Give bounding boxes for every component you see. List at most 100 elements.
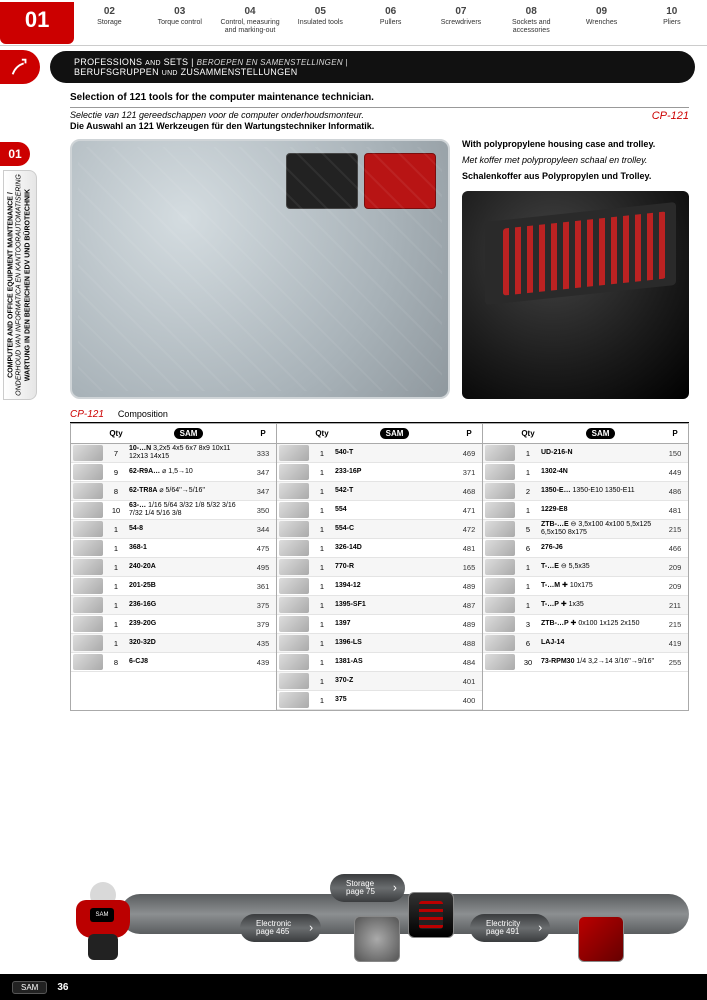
- tool-thumb-icon: [279, 673, 309, 689]
- bom-header: QtySAMP: [483, 424, 688, 444]
- qty-cell: 1: [311, 449, 333, 458]
- page-cell: 435: [250, 639, 276, 648]
- qty-cell: 1: [311, 487, 333, 496]
- qty-cell: 1: [517, 563, 539, 572]
- bom-row: 21350-E… 1350-E10 1350-E11486: [483, 482, 688, 501]
- ref-cell: 542-T: [333, 487, 456, 495]
- tool-thumb-icon: [279, 445, 309, 461]
- ref-cell: 73-RPM30 1/4 3,2→14 3/16''→9/16'': [539, 658, 662, 666]
- qty-cell: 1: [105, 563, 127, 572]
- promo-electronic-button[interactable]: Electronicpage 465›: [240, 914, 321, 942]
- tab-07[interactable]: 07Screwdrivers: [426, 2, 496, 31]
- tab-05[interactable]: 05Insulated tools: [285, 2, 355, 31]
- qty-cell: 1: [105, 601, 127, 610]
- tool-thumb-icon: [279, 483, 309, 499]
- bom-row: 1UD-216-N 150: [483, 444, 688, 463]
- bom-header: QtySAMP: [71, 424, 276, 444]
- ref-cell: T-…P ✚ 1x35: [539, 601, 662, 609]
- bom-row: 1368-1 475: [71, 539, 276, 558]
- tool-thumb-icon: [73, 521, 103, 537]
- ref-cell: 240-20A: [127, 563, 250, 571]
- tab-10[interactable]: 10Pliers: [637, 2, 707, 31]
- headline-nl: Selectie van 121 gereedschappen voor de …: [70, 110, 374, 120]
- tab-06[interactable]: 06Pullers: [355, 2, 425, 31]
- page-header: P: [456, 429, 482, 438]
- ref-cell: 540-T: [333, 449, 456, 457]
- chapter-badge: 01: [0, 142, 30, 166]
- tool-thumb-icon: [279, 464, 309, 480]
- tab-01[interactable]: 01: [0, 2, 74, 44]
- bom-column: QtySAMP1UD-216-N 15011302-4N 44921350-E……: [483, 424, 688, 710]
- bom-row: 11381-AS 484: [277, 653, 482, 672]
- category-ribbon-row: PROFESSIONS AND SETS | BEROEPEN EN SAMEN…: [0, 50, 707, 84]
- tool-thumb-icon: [279, 578, 309, 594]
- ref-cell: ZTB-…E ⊖ 3,5x100 4x100 5,5x125 6,5x150 8…: [539, 521, 662, 536]
- tab-09[interactable]: 09Wrenches: [566, 2, 636, 31]
- bom-row: 1T-…M ✚ 10x175209: [483, 577, 688, 596]
- ref-cell: T-…E ⊖ 5,5x35: [539, 563, 662, 571]
- ref-cell: 1394-12: [333, 582, 456, 590]
- composition-table: QtySAMP710-…N 3,2x5 4x5 6x7 8x9 10x11 12…: [70, 423, 689, 711]
- tab-04[interactable]: 04Control, measuring and marking-out: [215, 2, 285, 38]
- bom-row: 3073-RPM30 1/4 3,2→14 3/16''→9/16''255: [483, 653, 688, 672]
- tab-03[interactable]: 03Torque control: [145, 2, 215, 31]
- page-cell: 488: [456, 639, 482, 648]
- qty-cell: 1: [311, 677, 333, 686]
- promo-storage-button[interactable]: Storagepage 75›: [330, 874, 405, 902]
- qty-cell: 1: [311, 658, 333, 667]
- tool-thumb-icon: [485, 597, 515, 613]
- main-content: Selection of 121 tools for the computer …: [70, 92, 689, 711]
- bom-row: 962-R9A… ⌀ 1,5→10347: [71, 463, 276, 482]
- bom-row: 1233-16P 371: [277, 463, 482, 482]
- qty-cell: 8: [105, 658, 127, 667]
- composition-heading: CP-121 Composition: [70, 409, 689, 423]
- qty-cell: 1: [105, 544, 127, 553]
- tool-thumb-icon: [485, 578, 515, 594]
- qty-cell: 1: [311, 620, 333, 629]
- ref-cell: 554-C: [333, 525, 456, 533]
- ref-cell: 770-R: [333, 563, 456, 571]
- ref-cell: ZTB-…P ✚ 0x100 1x125 2x150: [539, 620, 662, 628]
- bom-row: 1T-…E ⊖ 5,5x35209: [483, 558, 688, 577]
- red-case-icon: [364, 153, 436, 209]
- page-cell: 419: [662, 639, 688, 648]
- bom-row: 11395-SF1 487: [277, 596, 482, 615]
- qty-cell: 1: [105, 582, 127, 591]
- tool-thumb-icon: [73, 483, 103, 499]
- ref-cell: 326-14D: [333, 544, 456, 552]
- page-cell: 215: [662, 620, 688, 629]
- page-cell: 471: [456, 506, 482, 515]
- bom-row: 1370-Z 401: [277, 672, 482, 691]
- tool-thumb-icon: [485, 540, 515, 556]
- qty-header: Qty: [517, 429, 539, 438]
- page-cell: 469: [456, 449, 482, 458]
- bom-row: 710-…N 3,2x5 4x5 6x7 8x9 10x11 12x13 14x…: [71, 444, 276, 463]
- black-case-icon: [286, 153, 358, 209]
- page-cell: 484: [456, 658, 482, 667]
- tool-thumb-icon: [485, 483, 515, 499]
- page-cell: 150: [662, 449, 688, 458]
- case-desc-de: Schalenkoffer aus Polypropylen und Troll…: [462, 171, 689, 181]
- category-icon: [0, 50, 40, 84]
- ref-cell: 554: [333, 506, 456, 514]
- ref-cell: 63-… 1/16 5/64 3/32 1/8 5/32 3/16 7/32 1…: [127, 502, 250, 517]
- qty-cell: 5: [517, 525, 539, 534]
- ref-cell: 1381-AS: [333, 658, 456, 666]
- tab-02[interactable]: 02Storage: [74, 2, 144, 31]
- brand-logo: SAM: [586, 428, 616, 439]
- ref-cell: 1395-SF1: [333, 601, 456, 609]
- qty-header: Qty: [311, 429, 333, 438]
- tool-thumb-icon: [73, 616, 103, 632]
- tool-thumb-icon: [485, 502, 515, 518]
- tool-thumb-icon: [279, 616, 309, 632]
- bom-row: 154-8 344: [71, 520, 276, 539]
- tab-08[interactable]: 08Sockets and accessories: [496, 2, 566, 38]
- promo-electricity-button[interactable]: Electricitypage 491›: [470, 914, 550, 942]
- side-category-label: COMPUTER AND OFFICE EQUIPMENT MAINTENANC…: [3, 170, 37, 400]
- bom-row: 1063-… 1/16 5/64 3/32 1/8 5/32 3/16 7/32…: [71, 501, 276, 520]
- qty-cell: 1: [311, 601, 333, 610]
- tool-thumb-icon: [279, 521, 309, 537]
- qty-cell: 1: [517, 506, 539, 515]
- bom-row: 1554-C 472: [277, 520, 482, 539]
- storage-thumb-icon: [408, 892, 454, 938]
